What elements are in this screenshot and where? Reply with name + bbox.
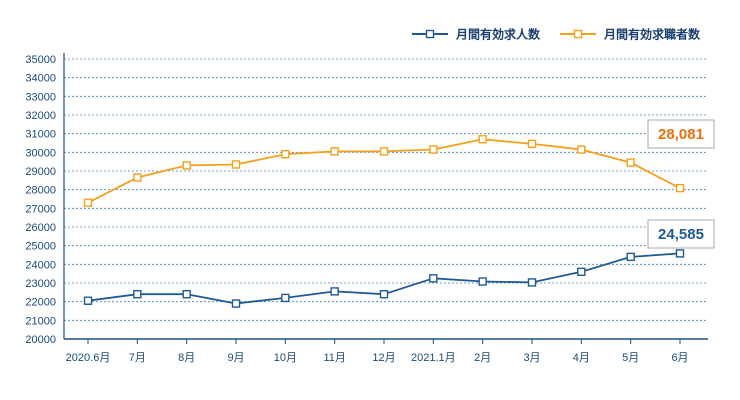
value-callout-label: 28,081 (658, 126, 704, 143)
data-point-marker (626, 158, 635, 167)
data-point-marker (281, 293, 290, 303)
data-point-marker (429, 145, 438, 154)
y-tick-label: 35000 (25, 54, 56, 66)
data-point-marker (577, 267, 586, 276)
legend: 月間有効求人数 月間有効求職者数 (412, 27, 701, 42)
legend-label-0: 月間有効求人数 (455, 27, 541, 42)
x-tick-label: 12月 (372, 352, 395, 364)
y-tick-label: 29000 (25, 166, 56, 178)
y-tick-label: 24000 (25, 259, 56, 271)
data-point-marker (281, 149, 290, 159)
y-tick-label: 22000 (25, 297, 56, 309)
legend-marker-1 (573, 29, 583, 39)
data-point-marker (182, 290, 191, 299)
value-callout-box (647, 119, 715, 149)
series-layer (83, 135, 685, 308)
y-tick-label: 27000 (25, 203, 56, 215)
data-point-marker (83, 296, 93, 305)
x-tick-label: 5月 (622, 352, 639, 364)
legend-label-1: 月間有効求職者数 (603, 27, 701, 42)
y-tick-label: 23000 (25, 278, 56, 290)
annotations: 28,081 24,585 (647, 119, 715, 249)
data-point-marker (626, 252, 635, 262)
axes: 20000 21000 22000 23000 24000 25000 26000 27000… (25, 53, 708, 364)
value-callout-box (647, 219, 715, 249)
data-point-marker (379, 290, 389, 299)
value-callout-label: 24,585 (658, 226, 704, 243)
data-point-marker (379, 147, 389, 156)
x-tick-label: 2020.6月 (66, 352, 111, 364)
y-tick-label: 21000 (25, 315, 56, 327)
data-point-marker (527, 278, 537, 287)
x-tick-label: 2月 (474, 352, 491, 364)
x-tick-label: 2021.1月 (411, 352, 456, 364)
x-tick-label: 8月 (178, 352, 195, 364)
data-point-marker (429, 274, 438, 283)
y-tick-label: 26000 (25, 222, 56, 234)
x-tick-label: 4月 (573, 352, 590, 364)
data-point-marker (182, 161, 191, 170)
data-point-marker (527, 139, 537, 149)
data-point-marker (330, 147, 339, 156)
y-tick-label: 25000 (25, 241, 56, 253)
y-tick-label: 20000 (25, 334, 56, 346)
data-point-marker (231, 160, 241, 169)
data-point-marker (577, 145, 586, 154)
x-tick-label: 6月 (671, 352, 688, 364)
y-tick-label: 33000 (25, 91, 56, 103)
data-point-marker (133, 290, 142, 299)
y-tick-label: 31000 (25, 129, 56, 141)
data-point-marker (478, 277, 487, 286)
y-tick-label: 30000 (25, 147, 56, 159)
x-tick-label: 9月 (227, 352, 244, 364)
data-point-marker (675, 183, 685, 193)
y-tick-label: 32000 (25, 110, 56, 122)
data-point-marker (83, 198, 93, 207)
x-tick-label: 11月 (323, 352, 345, 364)
y-tick-label: 28000 (25, 185, 56, 197)
x-tick-label: 3月 (523, 352, 540, 364)
legend-marker-0 (425, 29, 435, 39)
x-tick-label: 10月 (274, 352, 297, 364)
data-point-marker (478, 135, 487, 144)
data-point-marker (133, 173, 142, 182)
data-point-marker (231, 299, 241, 308)
x-tick-label: 7月 (129, 352, 146, 364)
data-point-marker (675, 249, 685, 258)
y-tick-label: 34000 (25, 73, 56, 85)
data-point-marker (330, 287, 339, 296)
